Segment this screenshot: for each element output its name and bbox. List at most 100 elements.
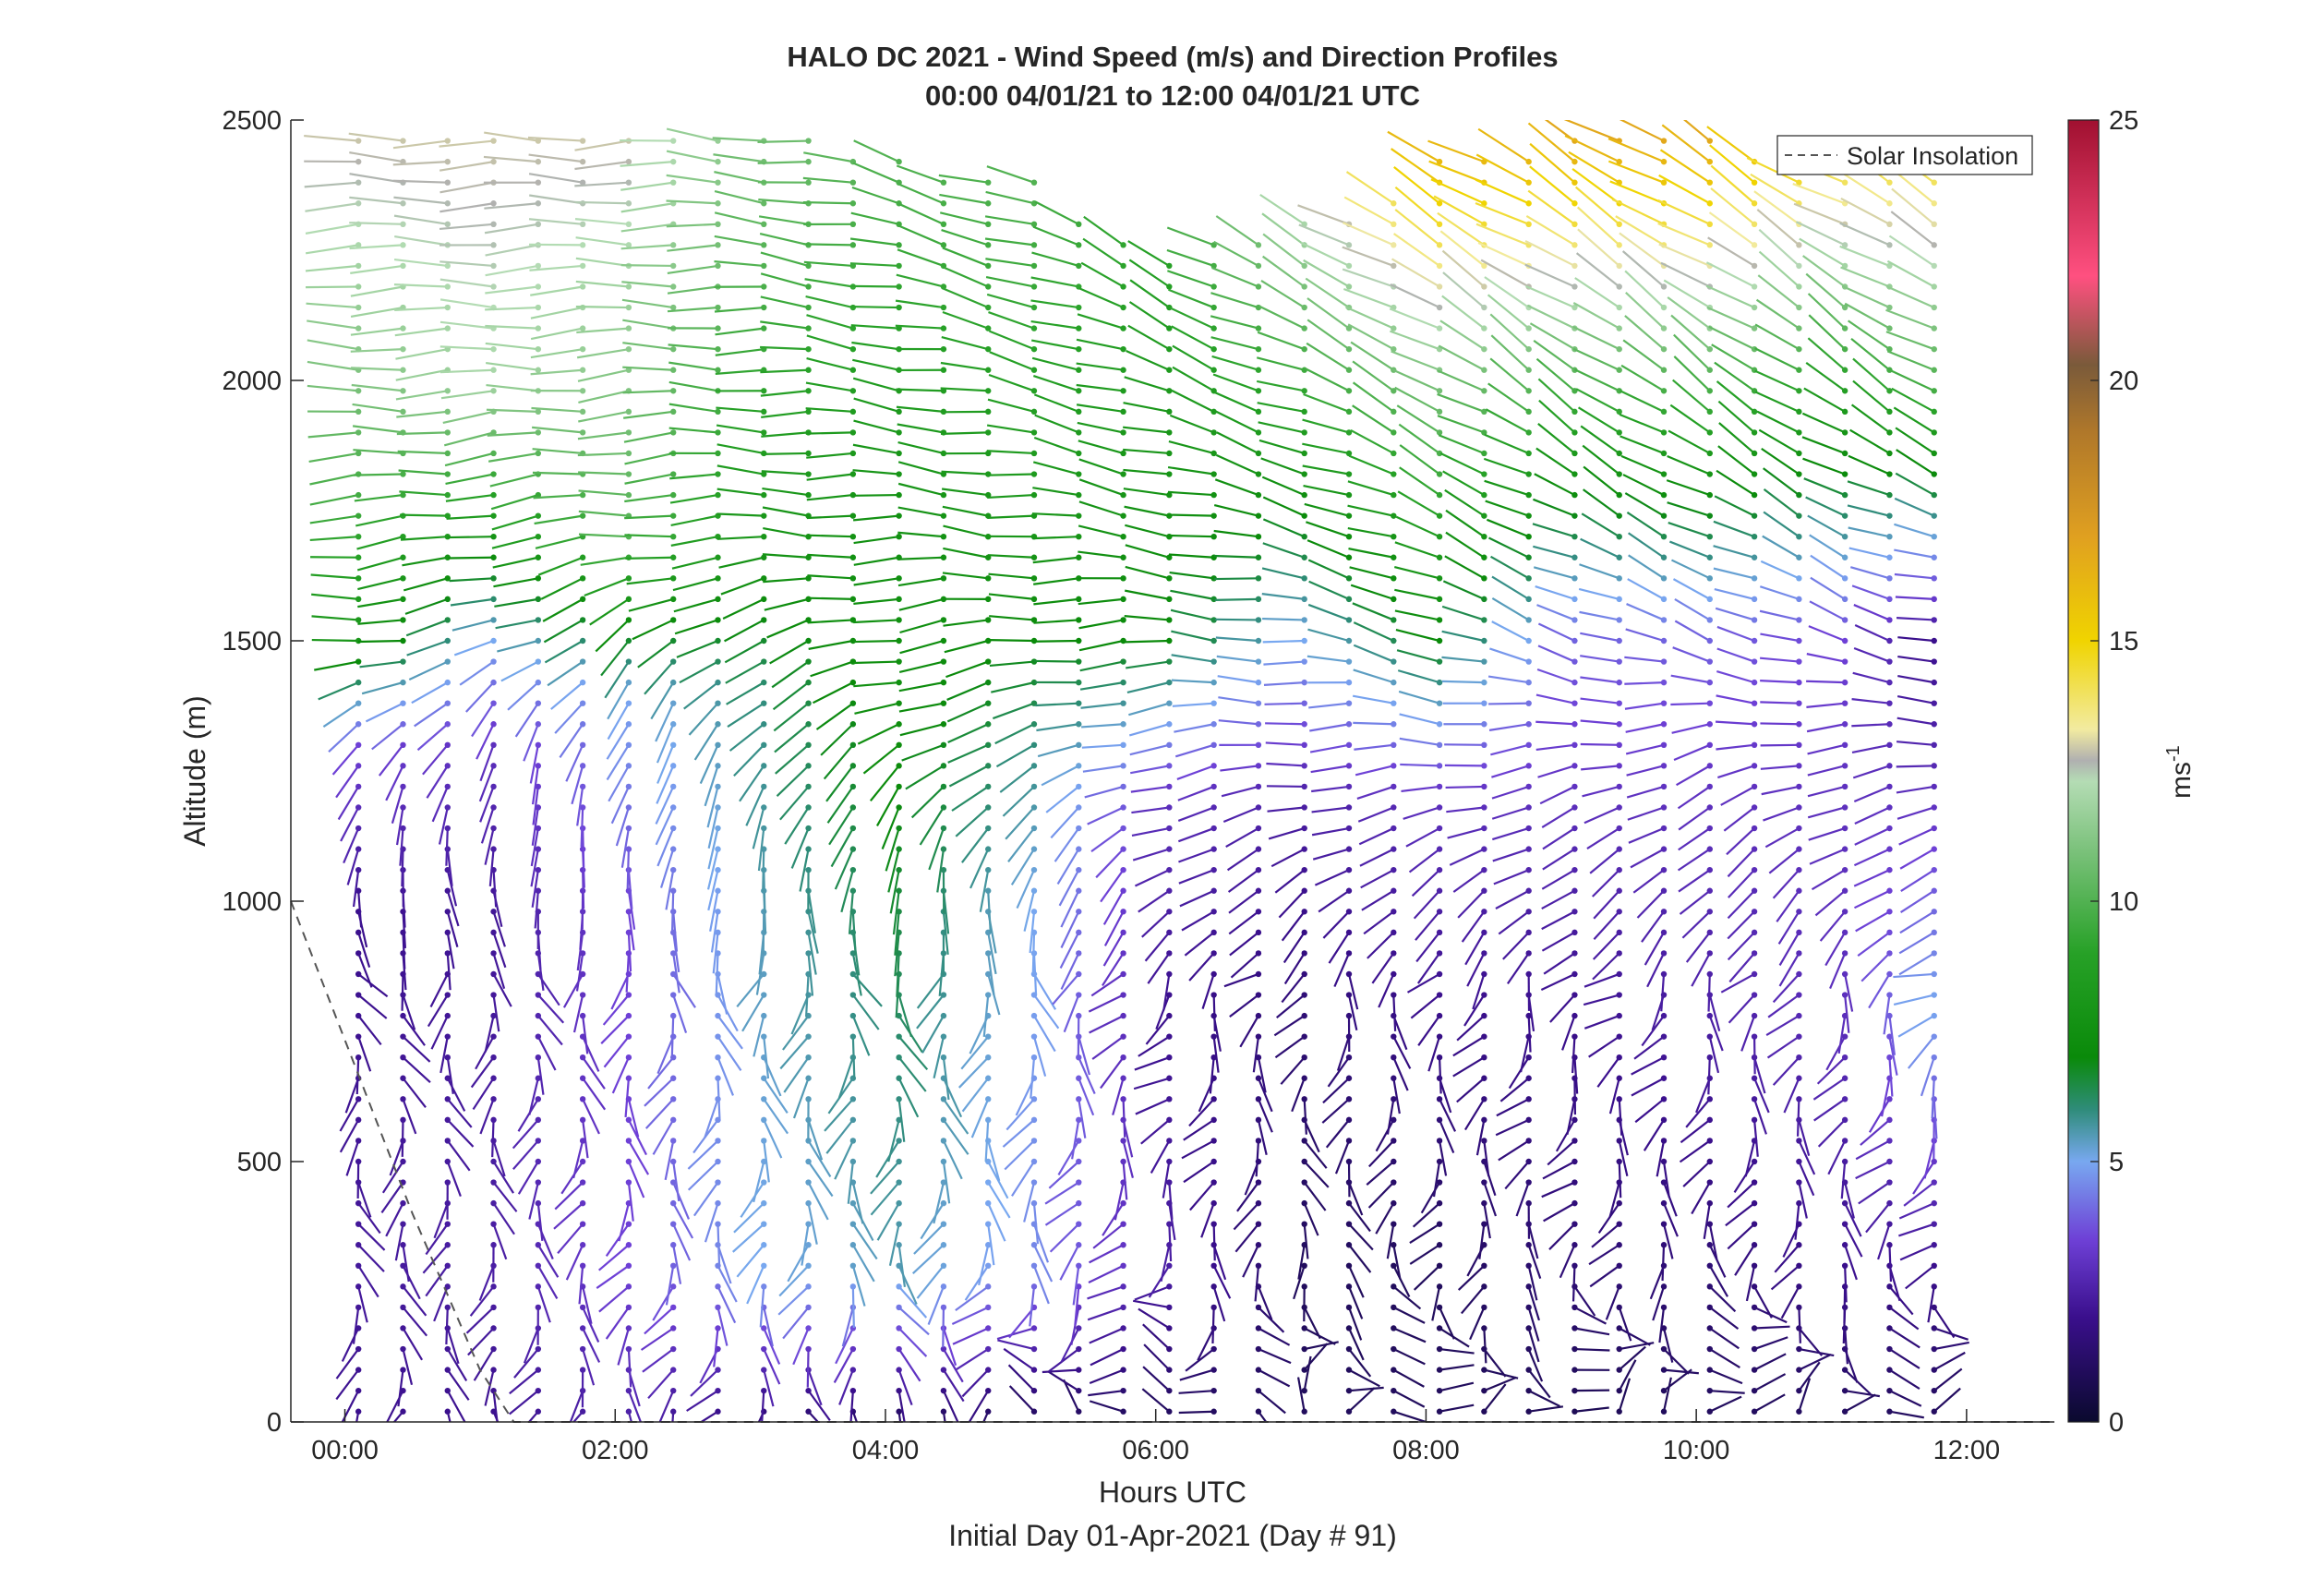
wind-barb: [357, 890, 363, 928]
wind-barb: [465, 1307, 495, 1334]
wind-barb: [393, 196, 448, 205]
wind-barb: [1708, 994, 1721, 1031]
wind-barb: [352, 1307, 360, 1344]
wind-barb-point: [849, 1116, 857, 1124]
wind-barb: [440, 298, 494, 309]
wind-barb-point: [1660, 283, 1668, 290]
wind-barb-point: [1076, 1199, 1082, 1207]
wind-barb-point: [1301, 970, 1307, 978]
wind-barb: [1708, 325, 1755, 351]
wind-barb-point: [1660, 1221, 1668, 1227]
wind-barb-point: [1076, 471, 1082, 477]
wind-barb-point: [715, 929, 721, 936]
wind-barb-point: [1301, 1387, 1307, 1394]
wind-barb: [532, 471, 584, 476]
wind-barb: [1672, 578, 1711, 600]
wind-barb-point: [896, 471, 902, 477]
wind-barb: [1855, 910, 1890, 933]
wind-barb-point: [1931, 887, 1937, 894]
wind-barb-point: [1301, 491, 1307, 499]
wind-barb: [1798, 1327, 1824, 1356]
wind-barb: [672, 953, 680, 994]
wind-barb: [1746, 157, 1800, 184]
wind-barb: [1348, 1368, 1380, 1388]
wind-barb-point: [625, 408, 632, 416]
wind-barb: [1855, 1139, 1890, 1161]
wind-barb-point: [1436, 1262, 1443, 1270]
wind-barb: [1806, 653, 1846, 663]
wind-barb-point: [1525, 846, 1532, 852]
wind-barb-point: [490, 367, 497, 373]
wind-barb-point: [444, 637, 451, 644]
wind-barb-point: [1525, 1075, 1532, 1081]
wind-barb: [851, 1286, 855, 1328]
wind-barb: [1071, 1119, 1080, 1160]
wind-barb: [1716, 670, 1755, 684]
wind-barb-point: [1120, 242, 1126, 248]
wind-barb-point: [1166, 1012, 1173, 1019]
wind-barb: [309, 494, 359, 506]
wind-barb: [430, 1015, 449, 1050]
wind-barb: [1622, 339, 1665, 371]
wind-barb: [672, 1202, 694, 1239]
wind-barb: [1621, 250, 1665, 288]
wind-barb-point: [1436, 617, 1443, 623]
wind-barb: [964, 1265, 990, 1301]
wind-barb: [1489, 647, 1530, 663]
wind-barb: [476, 723, 495, 760]
wind-barb: [1839, 245, 1890, 267]
wind-barb-point: [1751, 596, 1758, 603]
wind-barb-point: [1886, 388, 1893, 394]
wind-barb-point: [1391, 846, 1397, 852]
wind-barb: [1306, 297, 1350, 330]
wind-barb: [1708, 1223, 1718, 1260]
wind-barb-point: [1706, 221, 1713, 227]
wind-barb-point: [355, 388, 362, 394]
wind-barb-point: [761, 1199, 767, 1207]
wind-barb-point: [625, 429, 632, 436]
wind-barb-point: [715, 429, 721, 436]
wind-barb: [988, 311, 1035, 330]
wind-barb: [1394, 386, 1440, 413]
wind-barb: [1392, 994, 1397, 1031]
wind-barb-point: [669, 367, 677, 373]
wind-barb: [535, 536, 584, 549]
wind-barb-point: [625, 846, 632, 852]
wind-barb-point: [1796, 1012, 1802, 1019]
wind-barb-point: [849, 1221, 857, 1227]
wind-barb-point: [1030, 1054, 1038, 1061]
wind-barb-point: [1751, 929, 1758, 936]
wind-barb: [1619, 390, 1665, 413]
wind-barb-point: [1931, 471, 1937, 477]
wind-barb: [356, 536, 403, 550]
wind-barb: [1676, 765, 1711, 787]
wind-barb-point: [444, 596, 451, 603]
wind-barb: [1483, 1383, 1507, 1413]
wind-barb-point: [1706, 367, 1713, 373]
wind-barb: [1708, 211, 1755, 247]
wind-barb-point: [1931, 534, 1937, 540]
wind-barb: [1355, 765, 1394, 777]
wind-barb: [1392, 1056, 1409, 1091]
wind-barb-point: [1210, 283, 1217, 290]
wind-barb-point: [1076, 909, 1082, 915]
wind-barb: [1128, 301, 1170, 330]
wind-barb: [1844, 973, 1854, 1012]
wind-barb-point: [490, 1179, 497, 1186]
wind-barb: [1581, 512, 1620, 538]
wind-barb: [706, 786, 719, 828]
wind-barb: [1114, 1182, 1125, 1221]
wind-barb-point: [1481, 596, 1487, 603]
wind-barb-point: [1660, 158, 1668, 165]
wind-barb-point: [715, 1012, 721, 1019]
wind-barb: [1350, 584, 1394, 600]
wind-barb: [869, 765, 900, 802]
wind-barb: [1188, 1098, 1215, 1127]
wind-barb: [875, 1139, 900, 1178]
wind-barb: [1898, 1202, 1935, 1220]
wind-barb-point: [1255, 992, 1262, 998]
wind-barb-point: [1706, 242, 1713, 248]
wind-barb: [1211, 266, 1259, 288]
wind-barb: [1807, 293, 1846, 330]
wind-barb: [850, 284, 899, 288]
